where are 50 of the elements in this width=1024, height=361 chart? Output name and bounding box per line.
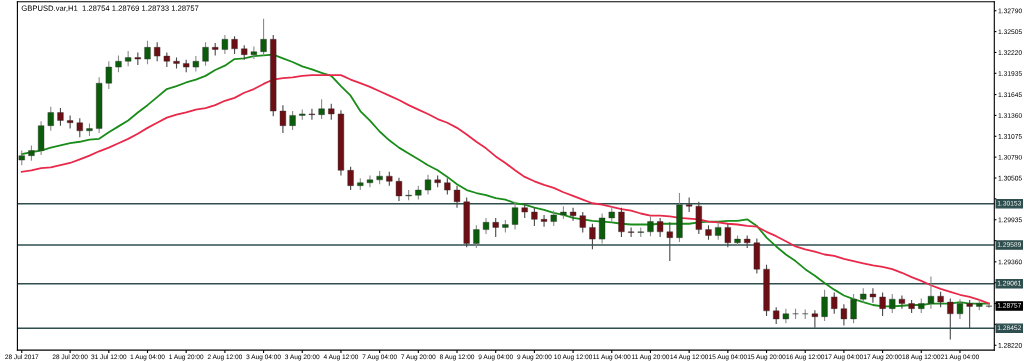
candlestick bbox=[956, 298, 964, 320]
candlestick bbox=[927, 275, 935, 310]
candlestick bbox=[540, 214, 548, 228]
candlestick bbox=[811, 309, 818, 329]
candlestick bbox=[579, 211, 586, 234]
candlestick bbox=[966, 299, 973, 329]
candlestick bbox=[947, 297, 954, 340]
candlestick bbox=[192, 55, 199, 73]
candlestick bbox=[260, 18, 267, 56]
candlestick bbox=[531, 207, 538, 227]
candlestick bbox=[589, 223, 596, 250]
candlestick bbox=[105, 60, 112, 90]
candlestick bbox=[289, 110, 296, 131]
candlestick bbox=[869, 287, 877, 304]
candlestick bbox=[67, 114, 74, 130]
candlestick bbox=[154, 41, 161, 62]
candlestick bbox=[724, 223, 731, 248]
candlestick bbox=[279, 104, 287, 134]
candlestick bbox=[695, 201, 702, 235]
candlestick bbox=[879, 292, 886, 317]
candlestick bbox=[221, 34, 228, 55]
candlestick bbox=[569, 207, 577, 222]
candlestick bbox=[898, 294, 906, 310]
candlestick bbox=[473, 224, 480, 249]
candlestick bbox=[821, 289, 828, 322]
candlestick bbox=[250, 46, 258, 60]
candlestick bbox=[47, 106, 54, 132]
candlestick bbox=[628, 226, 635, 238]
candlestick bbox=[395, 177, 403, 202]
candlestick bbox=[647, 215, 654, 237]
candlestick bbox=[318, 98, 325, 120]
candlestick bbox=[76, 117, 83, 138]
candlestick bbox=[424, 174, 432, 196]
candlestick bbox=[453, 185, 461, 209]
candlestick bbox=[686, 196, 693, 213]
candlestick bbox=[657, 217, 664, 238]
candlestick bbox=[202, 41, 209, 67]
candlestick bbox=[889, 293, 896, 314]
candlestick bbox=[840, 303, 848, 327]
candlestick bbox=[492, 217, 499, 238]
candlestick bbox=[366, 174, 374, 188]
candlestick bbox=[850, 293, 857, 324]
candlestick bbox=[347, 166, 354, 191]
candlestick bbox=[308, 108, 316, 121]
candlestick bbox=[598, 212, 606, 245]
candlestick bbox=[618, 207, 625, 238]
candlestick bbox=[666, 221, 673, 262]
candlestick bbox=[144, 40, 151, 65]
candlestick bbox=[831, 292, 838, 315]
candlestick bbox=[511, 201, 519, 231]
